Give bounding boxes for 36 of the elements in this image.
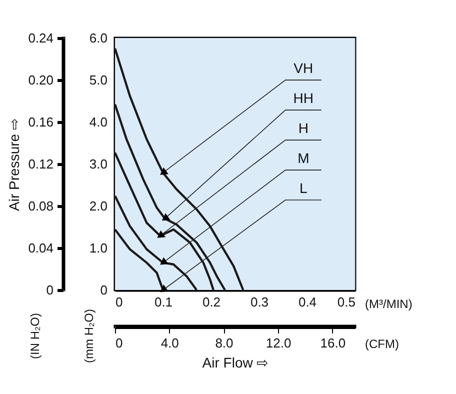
y-axis-title: (mm H₂O) — [82, 309, 96, 363]
x2-tick-label: 4.0 — [160, 336, 179, 350]
y-tick-label: 3.0 — [89, 156, 108, 172]
x2-axis-title: (CFM) — [365, 337, 399, 351]
text: M — [298, 150, 310, 166]
y2-tick-label: 0.16 — [28, 114, 54, 130]
x2-tick-label: 12.0 — [266, 336, 292, 350]
x-tick-label: 0 — [116, 294, 123, 310]
x-tick-label: 0.5 — [337, 294, 356, 310]
y-tick-label: 6.0 — [89, 30, 108, 46]
x-tick-label: 0.2 — [202, 294, 221, 310]
y2-tick-label: 0.24 — [28, 30, 54, 46]
text: L — [300, 180, 308, 196]
text: VH — [294, 60, 314, 76]
y2-tick-label: 0.08 — [28, 198, 54, 214]
text: H — [298, 120, 308, 136]
y2-axis-title: (IN H₂O) — [28, 313, 42, 359]
y-tick-label: 4.0 — [89, 114, 108, 130]
y-tick-label: 1.0 — [89, 240, 108, 256]
y2-tick-label: 0.20 — [28, 72, 54, 88]
x2-tick-label: 8.0 — [215, 336, 234, 350]
x2-tick-label: 0 — [116, 336, 123, 350]
y2-tick-label: 0.04 — [28, 240, 54, 256]
y2-tick-label: 0 — [46, 282, 54, 298]
text: Air Pressure ⇨ — [6, 118, 22, 211]
y-tick-label: 0 — [100, 282, 108, 298]
y-tick-label: 5.0 — [89, 72, 108, 88]
x-tick-label: 0.4 — [298, 294, 317, 310]
x-axis-title: (M³/MIN) — [365, 297, 412, 311]
text: HH — [293, 90, 314, 106]
x2-tick-label: 16.0 — [320, 336, 346, 350]
x-tick-label: 0.3 — [250, 294, 269, 310]
x-tick-label: 0.1 — [154, 294, 173, 310]
y-tick-label: 2.0 — [89, 198, 108, 214]
text: Air Flow ⇨ — [202, 354, 269, 370]
y2-tick-label: 0.12 — [28, 156, 54, 172]
